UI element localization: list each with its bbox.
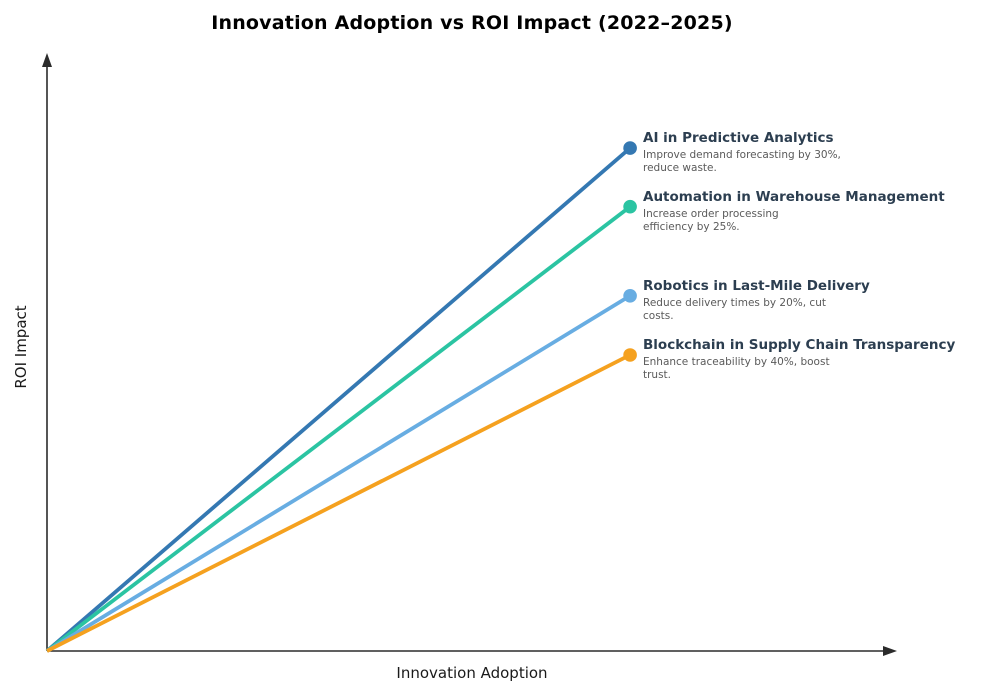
- series-description: Reduce delivery times by 20%, cut costs.: [643, 296, 826, 322]
- series-endpoint-dot: [623, 199, 637, 214]
- series-layer: [45, 141, 637, 653]
- series-label-robotics: Robotics in Last-Mile Delivery Reduce de…: [643, 278, 973, 323]
- series-line: [45, 146, 632, 653]
- series-endpoint-dot: [623, 348, 637, 362]
- series-label-ai: AI in Predictive Analytics Improve deman…: [643, 130, 973, 175]
- y-axis-label: ROI Impact: [12, 305, 30, 389]
- series-name: Automation in Warehouse Management: [643, 188, 945, 205]
- series-line: [46, 294, 632, 653]
- chart-title: Innovation Adoption vs ROI Impact (2022–…: [211, 12, 733, 34]
- y-axis-arrowhead-icon: [42, 53, 52, 67]
- series-line: [45, 205, 632, 653]
- x-axis-arrowhead-icon: [883, 646, 897, 656]
- series-description: Improve demand forecasting by 30%, reduc…: [643, 149, 841, 175]
- series-name: Blockchain in Supply Chain Transparency: [643, 336, 956, 353]
- series-label-blockchain: Blockchain in Supply Chain Transparency …: [643, 337, 973, 382]
- series-name: Robotics in Last-Mile Delivery: [643, 277, 870, 294]
- series-endpoint-dot: [623, 141, 637, 155]
- series-line: [46, 353, 631, 653]
- series-endpoint-dot: [623, 288, 637, 303]
- x-axis-label: Innovation Adoption: [396, 664, 548, 682]
- series-label-automation: Automation in Warehouse Management Incre…: [643, 189, 973, 234]
- series-name: AI in Predictive Analytics: [643, 130, 834, 147]
- series-description: Increase order processing efficiency by …: [643, 207, 779, 233]
- series-description: Enhance traceability by 40%, boost trust…: [643, 356, 830, 381]
